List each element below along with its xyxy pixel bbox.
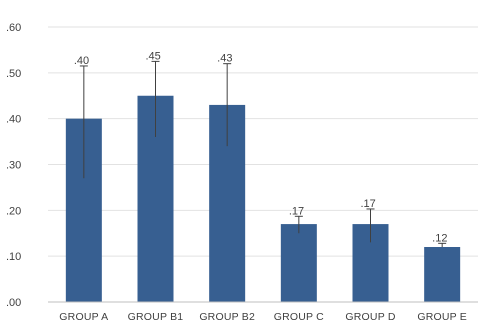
error-bars (79, 60, 447, 247)
data-label: .40 (74, 55, 89, 67)
y-tick-label: .20 (6, 205, 21, 217)
category-label: GROUP C (274, 311, 324, 322)
category-label: GROUP B2 (199, 311, 255, 322)
data-label: .17 (289, 205, 304, 217)
data-label: .12 (432, 232, 447, 244)
data-labels: .40 .45 .43 .17 .17 .12 (74, 50, 448, 244)
category-label: GROUP D (345, 311, 395, 322)
y-tick-label: .50 (6, 68, 21, 80)
bar (280, 224, 317, 302)
y-tick-label: .00 (6, 297, 21, 309)
data-label: .43 (217, 53, 232, 65)
y-tick-label: .40 (6, 114, 21, 126)
data-label: .45 (146, 50, 161, 62)
y-tick-label: .60 (6, 22, 21, 34)
bars (65, 95, 461, 303)
category-label: GROUP E (417, 311, 467, 322)
category-label: GROUP B1 (128, 311, 184, 322)
category-label: GROUP A (59, 311, 108, 322)
data-label: .17 (361, 198, 376, 210)
bar (424, 247, 461, 302)
y-tick-label: .30 (6, 160, 21, 172)
axes: .00 .10 .20 .30 .40 .50 .60 GROUP A GROUP B1 GROU… (6, 22, 478, 322)
gridlines (48, 26, 478, 257)
y-tick-label: .10 (6, 251, 21, 263)
